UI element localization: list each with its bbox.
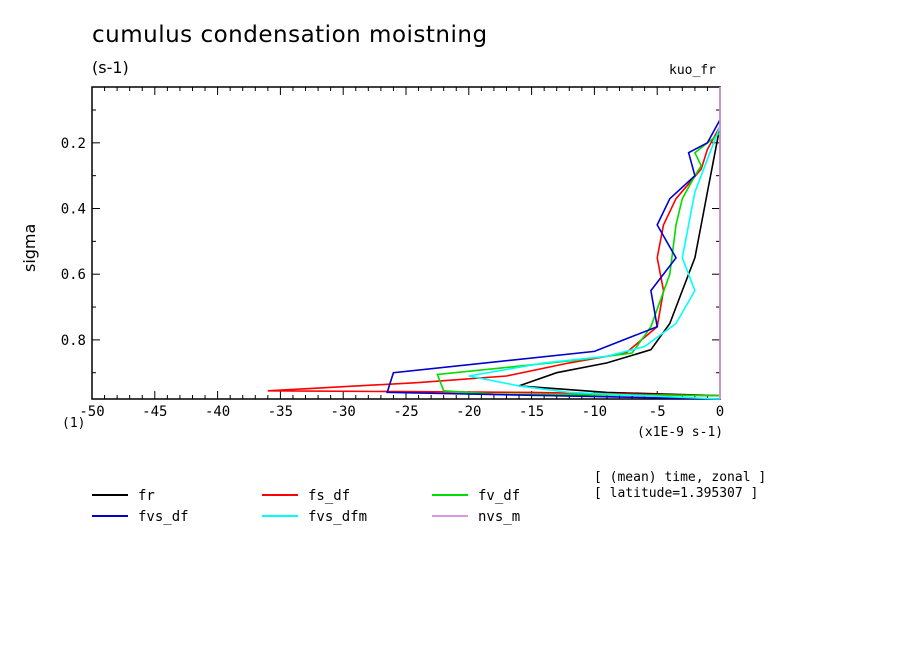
x-tick-label: -5 — [649, 404, 666, 420]
x-axis-units: (x1E-9 s-1) — [637, 425, 724, 440]
variable-name: kuo_fr — [669, 63, 716, 78]
legend-label-fs-df: fs_df — [308, 488, 350, 504]
x-tick-label: -45 — [142, 404, 167, 420]
x-tick-label: -50 — [79, 404, 104, 420]
series-line-fv-df — [436, 132, 721, 397]
meta-latitude: [ latitude=1.395307 ] — [594, 486, 759, 501]
x-tick-label: -40 — [205, 404, 230, 420]
legend-label-fr: fr — [138, 488, 155, 504]
y-tick-label: 0.6 — [61, 267, 86, 283]
x-tick-label: -25 — [393, 404, 418, 420]
chart-units: (s-1) — [92, 58, 129, 77]
legend-label-fvs-dfm: fvs_dfm — [308, 509, 367, 525]
chart-title: cumulus condensation moistning — [92, 22, 488, 48]
legend-label-fv-df: fv_df — [478, 488, 520, 504]
meta-time: [ (mean) time, zonal ] — [594, 470, 767, 485]
y-axis-units: (1) — [62, 416, 86, 431]
x-tick-label: -30 — [331, 404, 356, 420]
x-tick-label: 0 — [716, 404, 724, 420]
legend-label-fvs-df: fvs_df — [138, 509, 189, 525]
series-line-fvs-df — [386, 119, 721, 400]
x-tick-label: -10 — [582, 404, 607, 420]
series-line-fvs-dfm — [468, 126, 721, 400]
legend-label-nvs-m: nvs_m — [478, 509, 520, 525]
y-tick-label: 0.8 — [61, 333, 86, 349]
y-tick-label: 0.4 — [61, 202, 86, 218]
x-tick-label: -15 — [519, 404, 544, 420]
x-tick-label: -35 — [268, 404, 293, 420]
x-tick-label: -20 — [456, 404, 481, 420]
y-tick-label: 0.2 — [61, 136, 86, 152]
series-line-fs-df — [267, 126, 721, 397]
